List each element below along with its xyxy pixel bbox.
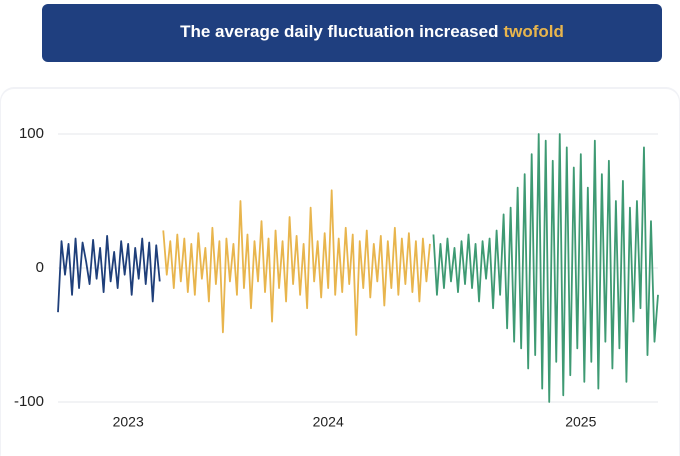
series-line xyxy=(432,133,659,403)
title-text: The average daily fluctuation increased xyxy=(180,22,498,41)
y-tick-label: 100 xyxy=(19,125,44,142)
series-line xyxy=(162,189,431,336)
y-tick-label: 0 xyxy=(36,259,44,276)
card xyxy=(1,89,679,456)
chart-title: The average daily fluctuation increased t… xyxy=(180,22,564,41)
series-line xyxy=(57,234,161,313)
title-banner xyxy=(42,4,662,62)
x-tick-label: 2025 xyxy=(565,414,596,430)
x-tick-label: 2023 xyxy=(113,414,144,430)
x-tick-label: 2024 xyxy=(313,414,344,430)
y-tick-label: -100 xyxy=(14,393,44,410)
title-highlight: twofold xyxy=(503,22,563,41)
